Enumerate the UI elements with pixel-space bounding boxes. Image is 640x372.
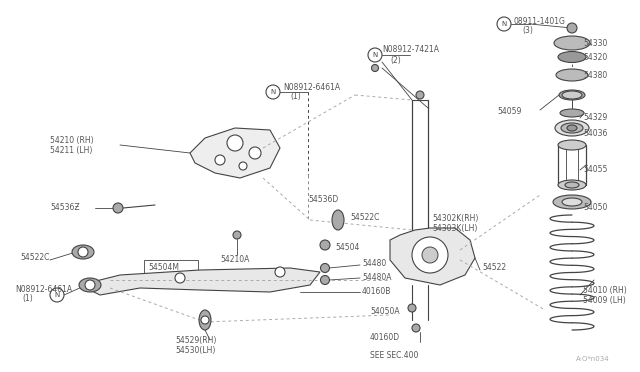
Ellipse shape (565, 182, 579, 188)
Polygon shape (80, 268, 320, 295)
Text: 54210A: 54210A (220, 256, 250, 264)
Circle shape (321, 276, 330, 285)
Text: N08912-6461A: N08912-6461A (15, 285, 72, 295)
Circle shape (416, 91, 424, 99)
Text: (3): (3) (522, 26, 533, 35)
Polygon shape (190, 128, 280, 178)
Text: (1): (1) (290, 92, 301, 100)
Circle shape (249, 147, 261, 159)
Text: 54050: 54050 (583, 202, 607, 212)
Ellipse shape (554, 36, 590, 50)
Ellipse shape (560, 109, 584, 117)
Circle shape (85, 280, 95, 290)
Text: 54522C: 54522C (350, 214, 380, 222)
Ellipse shape (79, 278, 101, 292)
Text: N: N (270, 89, 276, 95)
Circle shape (266, 85, 280, 99)
Text: 08911-1401G: 08911-1401G (513, 17, 565, 26)
Text: SEE SEC.400: SEE SEC.400 (370, 350, 419, 359)
Circle shape (175, 273, 185, 283)
Text: (2): (2) (390, 55, 401, 64)
Ellipse shape (559, 90, 585, 100)
Text: 54504: 54504 (335, 244, 360, 253)
Circle shape (201, 316, 209, 324)
Text: 54522C: 54522C (20, 253, 49, 263)
Text: 54055: 54055 (583, 166, 607, 174)
Text: 54320: 54320 (583, 52, 607, 61)
Text: 54529(RH): 54529(RH) (175, 336, 216, 344)
Circle shape (275, 267, 285, 277)
Text: 54329: 54329 (583, 113, 607, 122)
Circle shape (239, 162, 247, 170)
Circle shape (412, 324, 420, 332)
Text: 54303K(LH): 54303K(LH) (432, 224, 477, 232)
Text: 54530(LH): 54530(LH) (175, 346, 216, 355)
Text: A·O*n034: A·O*n034 (577, 356, 610, 362)
Text: 54480A: 54480A (362, 273, 392, 282)
Circle shape (113, 203, 123, 213)
Circle shape (412, 237, 448, 273)
Circle shape (371, 64, 378, 71)
Text: 54210 (RH): 54210 (RH) (50, 135, 93, 144)
Ellipse shape (558, 180, 586, 190)
Ellipse shape (561, 123, 583, 133)
Text: 54036: 54036 (583, 128, 607, 138)
Ellipse shape (332, 210, 344, 230)
Ellipse shape (556, 69, 588, 81)
Circle shape (215, 155, 225, 165)
Text: 54522: 54522 (482, 263, 506, 273)
Circle shape (422, 247, 438, 263)
Text: 40160B: 40160B (362, 288, 392, 296)
Ellipse shape (72, 245, 94, 259)
Ellipse shape (558, 51, 586, 62)
Ellipse shape (558, 140, 586, 150)
Text: 54480: 54480 (362, 259, 387, 267)
Text: 40160D: 40160D (370, 334, 400, 343)
Text: 54330: 54330 (583, 38, 607, 48)
Text: 54536Ƶ: 54536Ƶ (50, 203, 79, 212)
Circle shape (567, 23, 577, 33)
Text: 54009 (LH): 54009 (LH) (583, 295, 626, 305)
Text: N: N (54, 292, 60, 298)
Circle shape (78, 247, 88, 257)
Ellipse shape (567, 125, 577, 131)
Text: 54010 (RH): 54010 (RH) (583, 285, 627, 295)
Text: 54211 (LH): 54211 (LH) (50, 145, 92, 154)
Text: N08912-7421A: N08912-7421A (382, 45, 439, 55)
Circle shape (368, 48, 382, 62)
Circle shape (233, 231, 241, 239)
Ellipse shape (555, 120, 589, 136)
Text: N: N (501, 21, 507, 27)
Text: 54059: 54059 (497, 108, 522, 116)
Text: (1): (1) (22, 294, 33, 302)
Text: 54504M: 54504M (148, 263, 179, 273)
Text: 54050A: 54050A (370, 308, 399, 317)
Text: 54536D: 54536D (308, 196, 339, 205)
Circle shape (497, 17, 511, 31)
Text: 54302K(RH): 54302K(RH) (432, 214, 478, 222)
Text: N08912-6461A: N08912-6461A (283, 83, 340, 93)
Ellipse shape (562, 91, 582, 99)
Text: 54380: 54380 (583, 71, 607, 80)
Circle shape (320, 240, 330, 250)
Circle shape (321, 263, 330, 273)
Ellipse shape (199, 310, 211, 330)
Polygon shape (390, 228, 475, 285)
Circle shape (408, 304, 416, 312)
Ellipse shape (562, 198, 582, 206)
Text: N: N (372, 52, 378, 58)
Ellipse shape (553, 195, 591, 209)
Circle shape (227, 135, 243, 151)
Circle shape (50, 288, 64, 302)
